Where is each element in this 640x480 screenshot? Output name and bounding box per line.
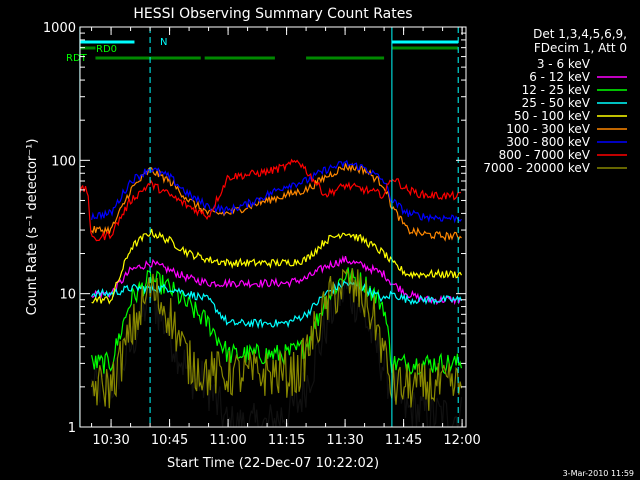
legend-label: 7000 - 20000 keV <box>483 161 590 175</box>
flag-label-rdt: RDT <box>66 53 88 64</box>
flag-label-n: N <box>160 37 167 48</box>
series-line-4 <box>91 228 463 305</box>
y-tick-label: 1 <box>68 421 76 436</box>
x-tick-label: 12:00 <box>443 433 480 448</box>
flag-label-rd0: RD0 <box>96 44 117 55</box>
series-line-5 <box>91 162 462 242</box>
series-line-8 <box>91 268 463 411</box>
legend-label: 50 - 100 keV <box>514 109 591 123</box>
legend-label: 12 - 25 keV <box>522 83 591 97</box>
series-line-7 <box>79 158 461 242</box>
x-axis-label: Start Time (22-Dec-07 10:22:02) <box>167 456 379 471</box>
legend-header-line-1: Det 1,3,4,5,6,9, <box>533 27 627 41</box>
chart-title: HESSI Observing Summary Count Rates <box>133 6 412 22</box>
y-tick-label: 1000 <box>43 21 76 36</box>
legend-label: 100 - 300 keV <box>506 122 590 136</box>
series-line-6 <box>91 159 462 224</box>
x-tick-label: 10:45 <box>151 433 188 448</box>
y-tick-label: 100 <box>51 154 76 169</box>
x-tick-label: 11:15 <box>268 433 305 448</box>
x-tick-label: 10:30 <box>92 433 129 448</box>
legend-label: 3 - 6 keV <box>537 57 591 71</box>
legend-label: 25 - 50 keV <box>522 96 591 110</box>
x-tick-label: 11:45 <box>385 433 422 448</box>
series-layer <box>79 158 463 429</box>
x-tick-label: 11:30 <box>326 433 363 448</box>
axes-layer: 10:30 10:45 11:00 11:15 11:30 11:45 12:00 1 10 10… <box>43 21 481 448</box>
y-tick-label: 10 <box>59 288 76 303</box>
legend-header-line-2: FDecim 1, Att 0 <box>534 41 627 55</box>
legend-label: 6 - 12 keV <box>529 70 591 84</box>
plot-frame <box>79 26 467 428</box>
x-tick-label: 11:00 <box>209 433 246 448</box>
legend-label: 300 - 800 keV <box>506 135 590 149</box>
series-line-1 <box>91 254 462 306</box>
timestamp: 3-Mar-2010 11:59 <box>563 469 634 478</box>
y-axis-label: Count Rate (s⁻¹ detector⁻¹) <box>25 139 40 316</box>
series-line-3 <box>91 280 463 329</box>
legend-label: 800 - 7000 keV <box>499 148 591 162</box>
